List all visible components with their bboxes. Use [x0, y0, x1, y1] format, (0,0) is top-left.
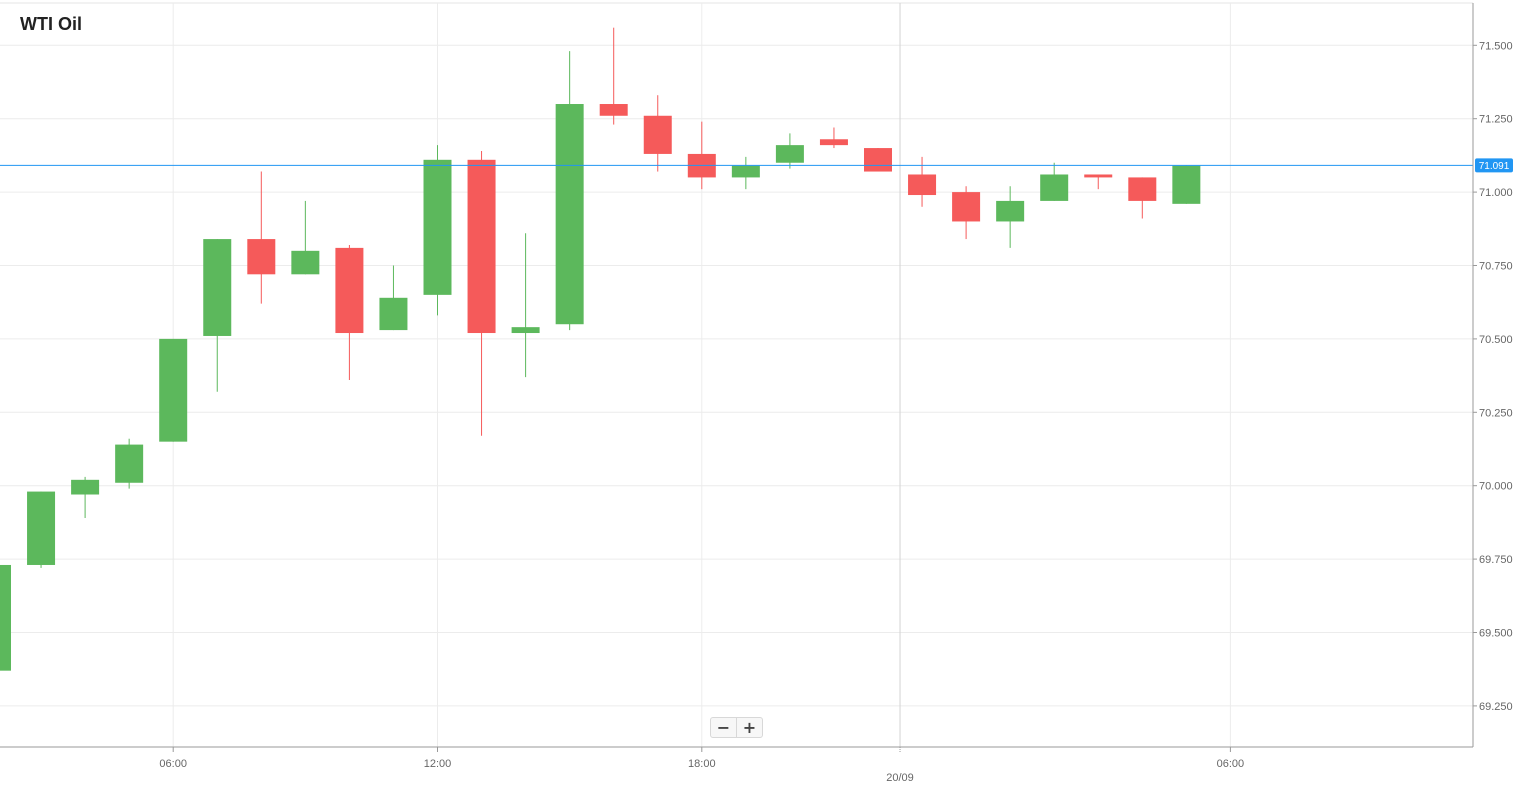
candle [643, 95, 672, 172]
candle [71, 476, 100, 518]
candle [996, 186, 1025, 248]
candle-body [291, 250, 320, 275]
candle [1084, 174, 1113, 190]
candle [775, 133, 804, 169]
y-tick-label: 70.250 [1479, 407, 1513, 419]
candle-body [27, 491, 56, 565]
candle-body [71, 479, 100, 495]
candle-body [159, 338, 188, 442]
y-tick-label: 69.500 [1479, 628, 1513, 640]
current-price-label: 71.091 [1479, 161, 1510, 172]
candle-body [423, 159, 452, 295]
candle [1040, 162, 1069, 201]
candle-body [379, 297, 408, 331]
y-tick-label: 70.000 [1479, 481, 1513, 493]
candle [864, 148, 892, 172]
candle-body [643, 115, 672, 154]
candle-body [775, 145, 804, 163]
candle [511, 233, 540, 378]
candle [952, 186, 981, 240]
candle-body [203, 239, 232, 336]
x-tick-label: 18:00 [688, 758, 716, 770]
candle-body [908, 174, 937, 196]
candle-body [952, 192, 981, 222]
candle-body [819, 139, 848, 146]
candle-body [115, 444, 144, 483]
candle-body [0, 564, 11, 671]
x-tick-label: 12:00 [424, 758, 452, 770]
date-label: 20/09 [886, 772, 914, 784]
candle-body [555, 104, 584, 325]
candle-body [1040, 174, 1069, 201]
y-tick-label: 71.500 [1479, 40, 1513, 52]
candle [115, 438, 144, 489]
candle [599, 27, 628, 125]
candle [159, 338, 188, 442]
y-tick-label: 71.000 [1479, 187, 1513, 199]
candle-body [511, 327, 540, 334]
candle-body [335, 247, 364, 334]
candle [908, 156, 937, 207]
candle [0, 564, 11, 671]
candle [291, 200, 320, 275]
candle [27, 491, 56, 568]
candle [423, 145, 452, 316]
candle-body [1128, 177, 1157, 201]
candle-body [467, 159, 496, 334]
candle [819, 127, 848, 149]
candle-body [864, 148, 892, 172]
candle [1128, 177, 1157, 219]
candle-body [1084, 174, 1113, 178]
chart-title: WTI Oil [20, 14, 82, 34]
current-price-tag [1475, 158, 1513, 173]
y-tick-label: 70.500 [1479, 334, 1513, 346]
candle [203, 239, 232, 392]
candle [247, 171, 276, 304]
candle-body [996, 200, 1025, 222]
candle [1172, 165, 1201, 204]
candle-body [731, 165, 760, 178]
x-tick-label: 06:00 [1217, 758, 1245, 770]
candle [335, 244, 364, 381]
x-tick-label: 06:00 [159, 758, 187, 770]
candle [555, 51, 584, 331]
y-tick-label: 70.750 [1479, 261, 1513, 273]
y-tick-label: 71.250 [1479, 114, 1513, 126]
y-tick-label: 69.750 [1479, 554, 1513, 566]
candle [379, 265, 408, 331]
zoom-controls: − + [710, 717, 763, 738]
candle [467, 150, 496, 436]
candle-body [247, 239, 276, 275]
y-tick-label: 69.250 [1479, 701, 1513, 713]
candle [731, 156, 760, 190]
candle-body [1172, 165, 1201, 204]
zoom-in-button[interactable]: + [736, 718, 762, 737]
candle [687, 121, 716, 190]
candle-body [599, 104, 628, 116]
zoom-out-button[interactable]: − [716, 718, 731, 737]
